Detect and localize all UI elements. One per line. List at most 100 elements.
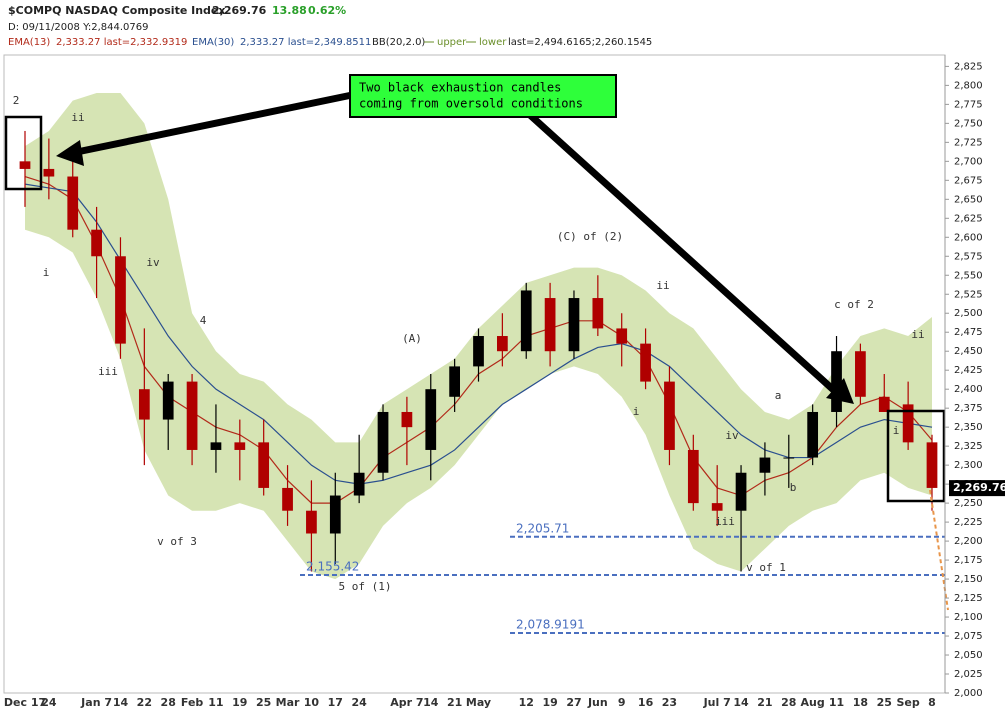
annotation: b	[790, 481, 797, 494]
annotation: ii	[656, 279, 669, 292]
candle-body	[306, 510, 317, 534]
callout-box	[349, 74, 617, 118]
candle-body	[831, 351, 842, 412]
level-label: 2,078.9191	[516, 618, 585, 632]
x-tick-label: 10	[304, 696, 320, 709]
candle-body	[258, 442, 270, 488]
x-tick-label: Jan 7	[80, 696, 112, 709]
x-tick-label: 25	[877, 696, 892, 709]
candle-body	[19, 161, 31, 169]
annotation: i	[43, 266, 50, 279]
candle-body	[473, 336, 484, 367]
x-tick-label: 23	[662, 696, 677, 709]
x-tick-label: 14	[423, 696, 439, 709]
candle-body	[568, 298, 580, 352]
highlight-box	[886, 409, 946, 503]
x-tick-label: Apr 7	[390, 696, 423, 709]
annotation: 4	[200, 314, 207, 327]
candle-body	[210, 442, 222, 450]
y-tick-label: 2,150	[954, 574, 983, 585]
candle-body	[711, 503, 723, 511]
candle-body	[783, 457, 795, 459]
annotation: c of 2	[834, 298, 874, 311]
candle-body	[592, 298, 604, 329]
candle-body	[162, 381, 174, 420]
last-tag-label: 2,269.76	[953, 481, 1006, 494]
candle-body	[282, 487, 293, 511]
x-tick-label: Jun	[587, 696, 608, 709]
annotation: v of 1	[746, 561, 786, 574]
x-tick-label: Dec 17	[4, 696, 46, 709]
x-tick-label: 21	[447, 696, 462, 709]
arrow-head	[826, 378, 854, 404]
legend-bb-last: last=2,494.6165;2,260.1545	[508, 37, 652, 48]
y-tick-label: 2,400	[954, 384, 983, 395]
annotation: a	[775, 389, 782, 402]
y-tick-label: 2,225	[954, 517, 983, 528]
candle-body	[902, 404, 914, 443]
annotation: v of 3	[157, 535, 197, 548]
legend-ema13-text: 2,333.27 last=2,332.9319	[56, 37, 187, 48]
x-tick-label: 27	[566, 696, 581, 709]
y-tick-label: 2,250	[954, 498, 983, 509]
candle-body	[926, 442, 938, 488]
y-tick-label: 2,650	[954, 194, 983, 205]
x-tick-label: Feb	[181, 696, 204, 709]
x-tick-label: 16	[638, 696, 654, 709]
candle-body	[640, 343, 651, 382]
candle-body	[234, 442, 246, 450]
x-tick-label: Mar	[276, 696, 300, 709]
y-tick-label: 2,100	[954, 612, 983, 623]
candle-body	[425, 389, 437, 450]
candle-body	[496, 336, 508, 352]
x-tick-label: 12	[519, 696, 534, 709]
y-tick-label: 2,075	[954, 631, 983, 642]
change-pct: 0.62%	[308, 4, 346, 17]
legend-ema30-text: 2,333.27 last=2,349.8511	[240, 37, 371, 48]
level-label: 2,155.42	[306, 559, 359, 573]
annotation: iii	[715, 515, 735, 528]
annotation: 2	[13, 94, 20, 107]
y-tick-label: 2,500	[954, 308, 983, 319]
date-line: D: 09/11/2008 Y:2,844.0769	[8, 22, 148, 33]
annotation: 5 of (1)	[339, 580, 392, 593]
y-tick-label: 2,475	[954, 327, 983, 338]
x-tick-label: 18	[853, 696, 868, 709]
candle-body	[115, 256, 126, 344]
x-tick-label: Aug	[801, 696, 825, 709]
callout-text: Two black exhaustion candles	[359, 81, 561, 95]
candle-body	[377, 411, 389, 473]
x-tick-label: 11	[208, 696, 223, 709]
x-tick-label: Jul 7	[703, 696, 731, 709]
legend-ema13: EMA(13)	[8, 37, 50, 48]
candle-body	[449, 366, 461, 397]
y-tick-label: 2,800	[954, 80, 983, 91]
annotation: i	[633, 405, 640, 418]
y-tick-label: 2,825	[954, 61, 983, 72]
x-tick-label: 14	[113, 696, 129, 709]
y-tick-label: 2,675	[954, 175, 983, 186]
y-tick-label: 2,125	[954, 593, 983, 604]
y-tick-label: 2,600	[954, 232, 983, 243]
candle-body	[855, 351, 866, 397]
legend-bb: BB(20,2.0)	[372, 37, 425, 48]
plot: 2,205.71 2,155.42 2,078.9191	[19, 92, 945, 635]
y-tick-label: 2,750	[954, 118, 983, 129]
x-tick-label: Sep	[896, 696, 919, 709]
y-tick-label: 2,325	[954, 441, 983, 452]
candle-body	[186, 381, 198, 450]
annotation: iv	[146, 256, 160, 269]
price: 2,269.76	[212, 4, 267, 17]
legend-upper: upper	[437, 37, 467, 48]
callout-text: coming from oversold conditions	[359, 97, 583, 111]
annotation: iv	[725, 429, 739, 442]
candle-body	[735, 472, 747, 511]
symbol: $COMPQ NASDAQ Composite Index	[8, 4, 225, 17]
candle-body	[544, 298, 556, 352]
highlight-box	[4, 115, 43, 191]
x-tick-label: 8	[928, 696, 936, 709]
x-tick-label: May	[466, 696, 491, 709]
y-tick-label: 2,725	[954, 137, 983, 148]
candle-body	[43, 168, 55, 177]
x-tick-label: 22	[137, 696, 152, 709]
